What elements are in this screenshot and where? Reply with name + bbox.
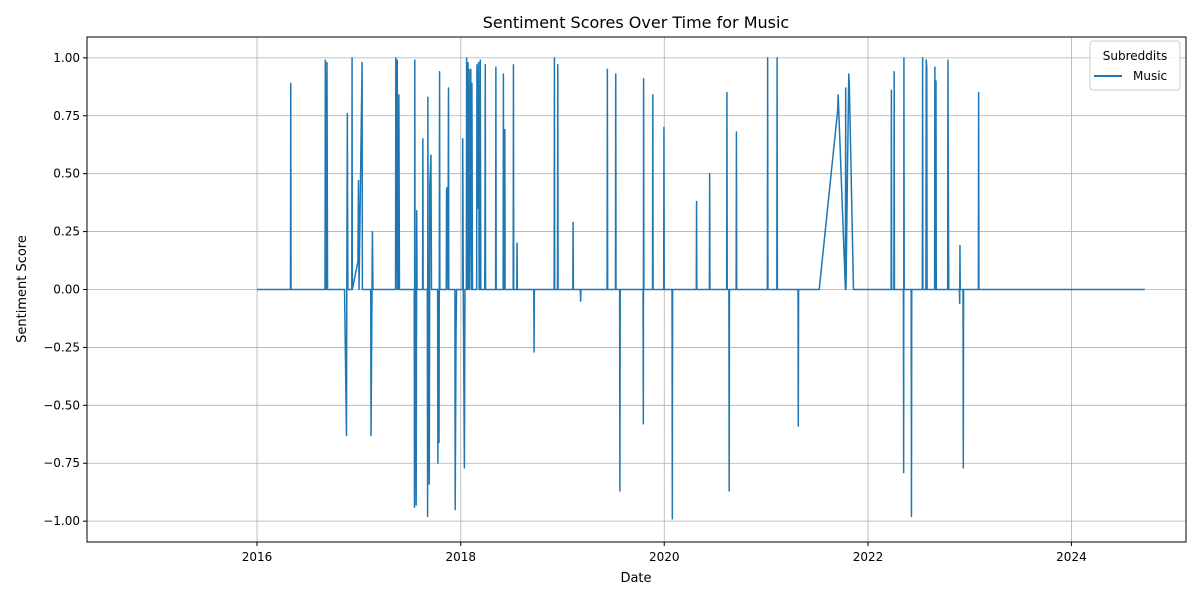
legend: Subreddits Music [1089, 40, 1181, 91]
legend-entry-music: Music [1133, 69, 1167, 83]
y-axis: −1.00 −0.75 −0.50 −0.25 0.00 0.25 0.50 0.75 1.00 [43, 51, 87, 528]
legend-box [1089, 40, 1181, 91]
chart-title: Sentiment Scores Over Time for Music [483, 13, 789, 32]
y-tick-label: −0.75 [43, 456, 80, 470]
y-tick-label: −1.00 [43, 514, 80, 528]
x-axis: 2016 2018 2020 2022 2024 [242, 542, 1087, 564]
legend-title: Subreddits [1103, 49, 1167, 63]
y-tick-label: −0.50 [43, 398, 80, 412]
x-tick-label: 2024 [1056, 550, 1087, 564]
x-tick-label: 2018 [445, 550, 476, 564]
y-tick-label: 0.75 [53, 109, 80, 123]
y-tick-label: 0.50 [53, 167, 80, 181]
y-tick-label: 0.00 [53, 283, 80, 297]
plot-area [257, 57, 1145, 520]
x-tick-label: 2020 [649, 550, 680, 564]
y-axis-label: Sentiment Score [15, 235, 30, 343]
y-tick-label: 1.00 [53, 51, 80, 65]
series-line-music [257, 57, 1145, 520]
x-axis-label: Date [620, 571, 651, 586]
x-tick-label: 2022 [853, 550, 884, 564]
y-tick-label: −0.25 [43, 340, 80, 354]
x-tick-label: 2016 [242, 550, 273, 564]
y-tick-label: 0.25 [53, 225, 80, 239]
